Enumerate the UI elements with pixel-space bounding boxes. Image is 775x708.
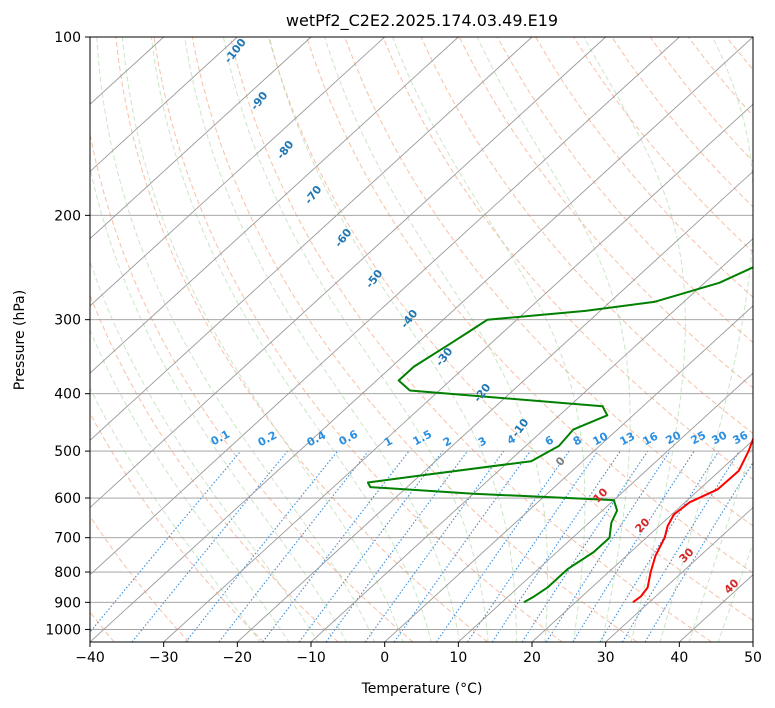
- isotherm: [90, 37, 385, 307]
- dry-adiabat: [420, 37, 753, 435]
- mixing-ratio-line: [599, 450, 720, 642]
- x-tick-label: 30: [597, 650, 615, 666]
- mixing-ratio-line: [491, 450, 621, 642]
- moist-adiabat: [222, 37, 489, 642]
- x-tick-label: 0: [380, 650, 389, 666]
- background-lines: [90, 37, 753, 642]
- isotherm: [90, 37, 680, 576]
- dry-adiabat: [115, 37, 488, 642]
- mixing-ratio-line: [218, 450, 369, 642]
- mixing-ratio-line: [572, 450, 695, 642]
- mixing-ratio-label: 30: [710, 428, 730, 447]
- moist-adiabat: [717, 542, 753, 642]
- x-tick-label: −20: [223, 650, 253, 666]
- y-tick-label: 700: [54, 531, 81, 547]
- mixing-ratio-line: [262, 450, 410, 642]
- x-tick-label: 10: [449, 650, 467, 666]
- moist-adiabat: [583, 37, 686, 642]
- mixing-ratio-label: 13: [618, 430, 638, 449]
- isotherm: [458, 372, 753, 642]
- moist-adiabat: [90, 259, 319, 642]
- mixing-ratio-label: 36: [731, 428, 751, 447]
- mixing-ratio-line: [521, 450, 649, 642]
- isotherm: [90, 37, 533, 441]
- moist-adiabat: [90, 165, 347, 642]
- y-tick-label: 200: [54, 208, 81, 224]
- moist-adiabat: [659, 37, 753, 642]
- isotherm: [163, 103, 753, 642]
- axes: −40 −30 −20 −10 0 10 20 30 40 50 100 200 300 400 500 60…: [45, 30, 762, 666]
- y-axis-title: Pressure (hPa): [12, 290, 28, 390]
- x-tick-label: 20: [523, 650, 541, 666]
- mixing-ratio-line: [467, 450, 599, 642]
- moist-adiabat: [121, 37, 404, 642]
- isotherm: [310, 238, 753, 642]
- y-tick-label: 800: [54, 565, 81, 581]
- isotherm: [531, 439, 753, 642]
- mixing-ratio-line: [435, 450, 570, 642]
- mixing-ratio-line: [644, 461, 753, 642]
- y-tick-label: 100: [54, 30, 81, 46]
- isotherm: [90, 37, 753, 642]
- y-tick-label: 600: [54, 491, 81, 507]
- isotherm: [384, 305, 753, 642]
- y-tick-label: 900: [54, 595, 81, 611]
- moist-adiabat: [150, 37, 432, 642]
- x-tick-label: −40: [75, 650, 105, 666]
- x-tick-label: 40: [670, 650, 688, 666]
- moist-adiabat: [476, 37, 631, 642]
- isotherm: [605, 506, 753, 642]
- isotherm: [90, 37, 459, 374]
- isotherm: [90, 37, 606, 509]
- y-tick-label: 300: [54, 313, 81, 329]
- dry-adiabat: [496, 37, 753, 344]
- moist-adiabat: [324, 37, 549, 642]
- y-tick-label: 400: [54, 387, 81, 403]
- moist-adiabat: [90, 328, 290, 642]
- mixing-ratio-label: 10: [591, 429, 611, 448]
- moist-adiabat: [268, 37, 517, 642]
- x-tick-label: 50: [744, 650, 762, 666]
- mixing-ratio-line: [298, 450, 444, 642]
- moist-adiabat: [184, 37, 461, 642]
- isotherm: [237, 170, 753, 642]
- dry-adiabat: [268, 37, 753, 622]
- plot-frame: [89, 36, 754, 643]
- x-tick-label: −30: [149, 650, 179, 666]
- dry-adiabat: [153, 37, 563, 642]
- y-tick-label: 500: [54, 444, 81, 460]
- temperature-line: [632, 436, 753, 604]
- x-axis-title: Temperature (°C): [361, 681, 483, 697]
- series-lines: [366, 266, 753, 604]
- dry-adiabat: [306, 37, 753, 574]
- mixing-ratio-label: 20: [664, 428, 684, 447]
- dewpoint-line: [366, 266, 753, 604]
- dry-adiabat: [90, 412, 264, 642]
- moist-adiabat: [392, 37, 586, 642]
- mixing-ratio-line: [621, 450, 740, 642]
- mixing-ratio-label: 25: [689, 429, 709, 448]
- mixing-ratio-label: 16: [641, 429, 661, 448]
- moist-adiabat: [90, 387, 261, 642]
- dry-adiabat: [382, 37, 753, 481]
- isotherm: [90, 37, 312, 240]
- moist-adiabat: [688, 444, 753, 642]
- mixing-ratio-line: [545, 450, 671, 642]
- y-tick-label: 1000: [45, 622, 81, 638]
- isotherm: [90, 37, 238, 173]
- chart-title: wetPf2_C2E2.2025.174.03.49.E19: [286, 11, 558, 31]
- mixing-ratio-line: [325, 450, 468, 642]
- dry-adiabat: [535, 37, 753, 298]
- x-tick-label: −10: [296, 650, 326, 666]
